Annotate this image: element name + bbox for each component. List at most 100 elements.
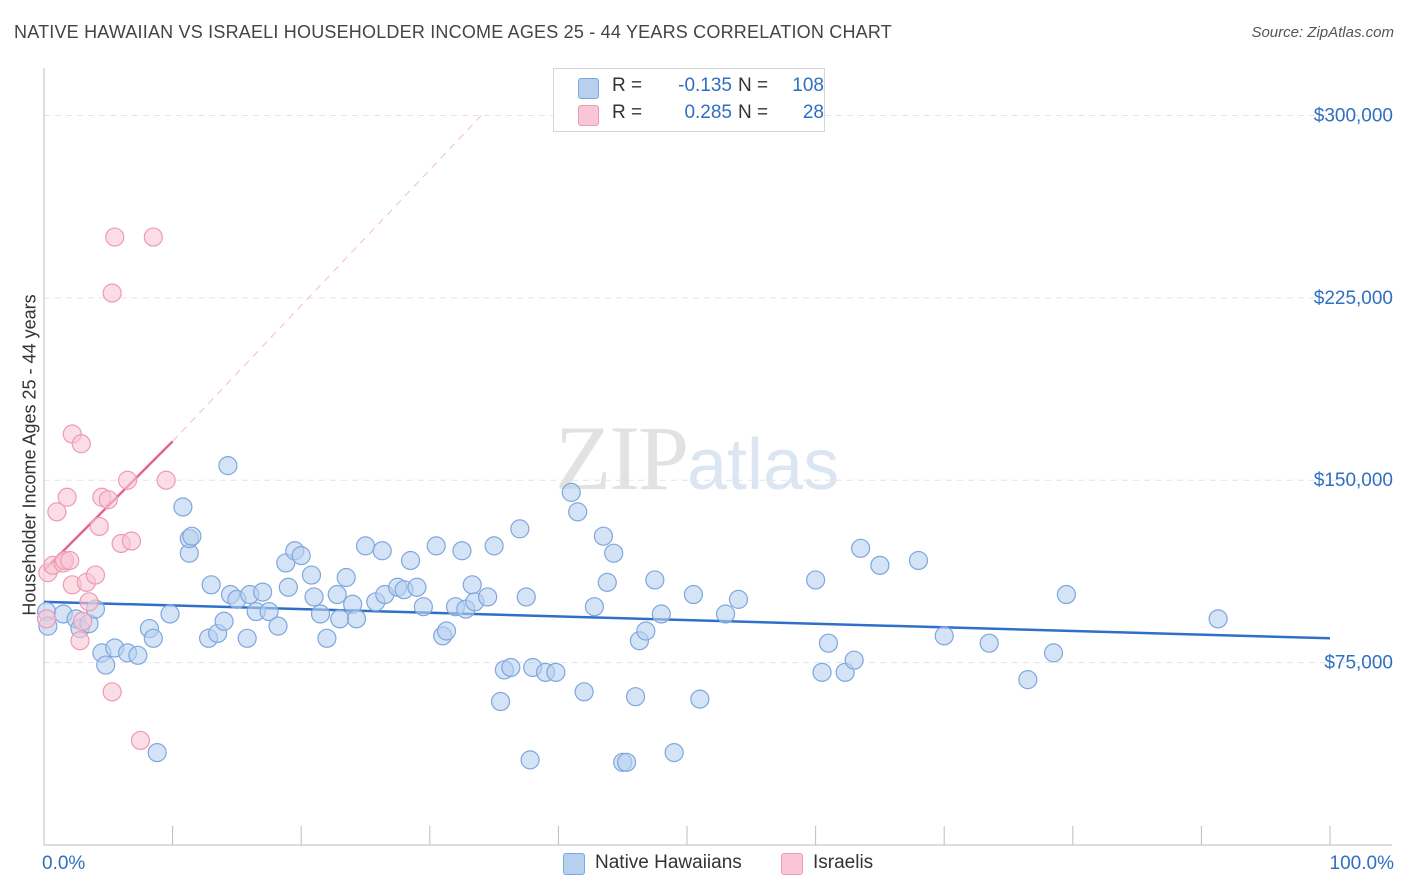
data-point-native-hawaiian <box>805 570 826 590</box>
data-point-israeli <box>47 502 67 522</box>
data-point-native-hawaiian <box>304 587 324 607</box>
x-tick-label-max: 100.0% <box>1330 853 1395 874</box>
data-point-native-hawaiian <box>182 526 202 546</box>
data-point-native-hawaiian <box>160 604 180 624</box>
data-point-native-hawaiian <box>128 645 148 665</box>
data-point-native-hawaiian <box>908 550 929 571</box>
data-point-native-hawaiian <box>214 611 234 631</box>
data-point-native-hawaiian <box>1056 584 1076 605</box>
data-point-native-hawaiian <box>253 582 273 602</box>
data-point-native-hawaiian <box>715 604 736 624</box>
data-point-israeli <box>102 682 122 702</box>
data-point-native-hawaiian <box>593 526 614 546</box>
legend-swatch-blue <box>578 78 599 99</box>
data-point-israeli <box>79 592 99 612</box>
data-point-native-hawaiian <box>683 584 704 605</box>
data-point-native-hawaiian <box>259 601 279 622</box>
legend-r-value: 0.285 <box>684 102 732 123</box>
data-point-native-hawaiian <box>336 567 356 588</box>
legend-n-label: N = <box>738 102 769 123</box>
data-point-native-hawaiian <box>317 628 337 648</box>
data-point-native-hawaiian <box>218 456 238 476</box>
y-axis-label: Householder Income Ages 25 - 44 years <box>19 294 40 616</box>
y-tick-label: $150,000 <box>1314 470 1393 491</box>
data-point-israeli <box>143 227 163 247</box>
data-point-native-hawaiian <box>645 570 665 590</box>
data-point-native-hawaiian <box>625 687 646 707</box>
data-point-native-hawaiian <box>484 536 504 556</box>
x-tick-label-min: 0.0% <box>42 853 85 874</box>
data-point-native-hawaiian <box>327 584 347 605</box>
data-point-native-hawaiian <box>452 541 472 561</box>
data-point-native-hawaiian <box>173 497 193 517</box>
y-tick-label: $225,000 <box>1314 288 1393 309</box>
legend-r-value: -0.135 <box>678 75 732 96</box>
data-point-native-hawaiian <box>812 662 832 682</box>
data-point-native-hawaiian <box>310 604 331 624</box>
data-point-israeli <box>57 487 77 507</box>
data-point-native-hawaiian <box>1208 609 1228 629</box>
legend-n-label: N = <box>738 75 769 96</box>
data-point-native-hawaiian <box>979 633 999 653</box>
data-point-native-hawaiian <box>690 689 710 709</box>
data-point-native-hawaiian <box>436 621 457 641</box>
legend-swatch-pink <box>578 105 599 126</box>
y-tick-label: $75,000 <box>1324 653 1393 674</box>
data-point-israeli <box>121 531 142 551</box>
data-point-native-hawaiian <box>413 597 433 617</box>
data-point-native-hawaiian <box>584 597 605 617</box>
data-point-native-hawaiian <box>278 577 298 597</box>
israelis-points <box>36 227 176 751</box>
data-point-native-hawaiian <box>510 519 530 539</box>
data-point-native-hawaiian <box>143 628 163 648</box>
data-point-israeli <box>36 609 57 629</box>
y-tick-label: $300,000 <box>1314 105 1393 126</box>
data-point-native-hawaiian <box>568 502 588 522</box>
data-point-native-hawaiian <box>478 587 498 607</box>
data-point-native-hawaiian <box>616 752 637 772</box>
data-point-native-hawaiian <box>346 609 367 629</box>
data-point-native-hawaiian <box>728 589 749 609</box>
tick-labels: $75,000 $150,000 $225,000 $300,000 0.0% 100.0… <box>42 105 1394 874</box>
data-point-native-hawaiian <box>934 626 954 646</box>
trend-lines <box>43 115 1331 640</box>
data-point-native-hawaiian <box>516 587 536 607</box>
bottom-legend-label: Native Hawaiians <box>595 852 742 873</box>
data-point-native-hawaiian <box>851 538 871 558</box>
grid-lines <box>44 114 1392 664</box>
data-point-israeli <box>70 631 90 651</box>
data-point-native-hawaiian <box>237 628 257 648</box>
chart-title: NATIVE HAWAIIAN VS ISRAELI HOUSEHOLDER I… <box>14 22 892 42</box>
data-point-native-hawaiian <box>490 691 511 712</box>
data-point-native-hawaiian <box>636 621 656 641</box>
data-point-native-hawaiian <box>330 609 350 629</box>
data-point-israeli <box>156 470 176 490</box>
data-point-israeli <box>71 434 91 454</box>
correlation-legend: R = -0.135 N = 108 R = 0.285 N = 28 <box>553 68 825 132</box>
data-point-israeli <box>85 565 106 585</box>
data-point-native-hawaiian <box>462 575 482 595</box>
data-point-israeli <box>89 516 109 537</box>
data-point-native-hawaiian <box>301 565 322 585</box>
data-point-native-hawaiian <box>561 482 581 502</box>
data-point-native-hawaiian <box>501 657 521 678</box>
data-point-native-hawaiian <box>574 682 594 702</box>
data-point-native-hawaiian <box>426 536 446 556</box>
data-point-native-hawaiian <box>1018 670 1038 690</box>
native-hawaiians-points <box>36 456 1228 772</box>
data-point-native-hawaiian <box>291 546 311 566</box>
data-point-native-hawaiian <box>96 655 116 675</box>
data-point-native-hawaiian <box>664 742 684 763</box>
data-point-native-hawaiian <box>597 572 617 592</box>
data-point-israeli <box>98 490 118 510</box>
data-point-native-hawaiian <box>372 541 392 561</box>
source-label: Source: ZipAtlas.com <box>1251 24 1394 41</box>
bottom-legend-swatch-pink <box>781 853 803 875</box>
data-point-israeli <box>72 611 93 631</box>
data-point-native-hawaiian <box>1043 643 1064 663</box>
data-point-native-hawaiian <box>870 555 890 575</box>
trend-line-israelis-extension <box>172 115 482 442</box>
data-point-native-hawaiian <box>651 604 671 624</box>
data-point-native-hawaiian <box>355 536 376 556</box>
data-point-native-hawaiian <box>818 633 839 653</box>
